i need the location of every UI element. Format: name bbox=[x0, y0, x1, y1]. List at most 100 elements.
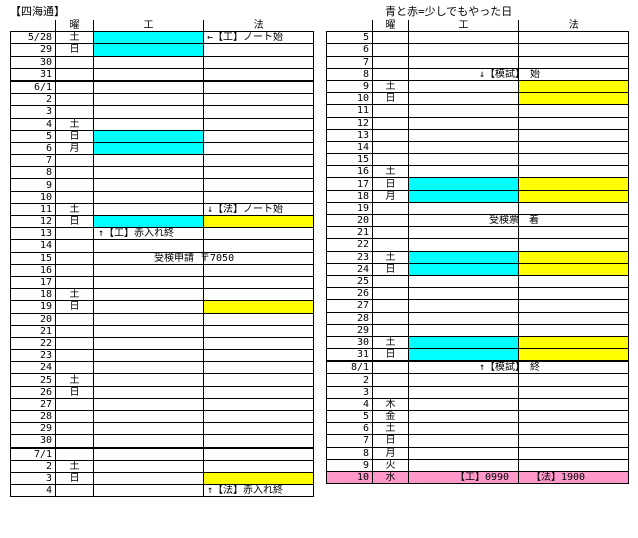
eng-cell[interactable] bbox=[93, 202, 204, 217]
eng-cell[interactable] bbox=[93, 190, 204, 204]
law-cell[interactable] bbox=[203, 67, 314, 82]
eng-cell[interactable] bbox=[408, 128, 519, 142]
eng-cell[interactable] bbox=[408, 287, 519, 301]
law-cell[interactable] bbox=[518, 458, 629, 472]
law-cell[interactable] bbox=[518, 226, 629, 240]
eng-cell[interactable] bbox=[93, 459, 204, 473]
eng-cell[interactable] bbox=[93, 43, 204, 57]
law-cell[interactable] bbox=[518, 177, 629, 191]
law-cell[interactable] bbox=[203, 373, 314, 387]
eng-cell[interactable] bbox=[408, 323, 519, 337]
eng-cell[interactable] bbox=[408, 201, 519, 216]
law-cell[interactable] bbox=[203, 434, 314, 449]
law-cell[interactable] bbox=[518, 335, 629, 350]
eng-cell[interactable] bbox=[408, 238, 519, 252]
eng-cell[interactable] bbox=[93, 471, 204, 486]
eng-cell[interactable] bbox=[408, 189, 519, 203]
eng-cell[interactable] bbox=[93, 324, 204, 338]
law-cell[interactable] bbox=[518, 373, 629, 387]
eng-cell[interactable] bbox=[93, 166, 204, 180]
law-cell[interactable] bbox=[518, 311, 629, 325]
law-cell[interactable] bbox=[203, 300, 314, 314]
law-cell[interactable] bbox=[518, 55, 629, 69]
law-cell[interactable] bbox=[203, 214, 314, 229]
law-cell[interactable] bbox=[203, 361, 314, 375]
eng-cell[interactable] bbox=[408, 165, 519, 179]
eng-cell[interactable] bbox=[93, 178, 204, 192]
law-cell[interactable] bbox=[518, 434, 629, 448]
law-cell[interactable] bbox=[203, 288, 314, 302]
eng-cell[interactable] bbox=[408, 31, 519, 45]
eng-cell[interactable] bbox=[93, 31, 204, 45]
law-cell[interactable] bbox=[518, 92, 629, 106]
law-cell[interactable] bbox=[518, 116, 629, 130]
eng-cell[interactable] bbox=[93, 129, 204, 143]
eng-cell[interactable] bbox=[93, 214, 204, 229]
law-cell[interactable] bbox=[518, 348, 629, 362]
law-cell[interactable] bbox=[518, 409, 629, 424]
law-cell[interactable] bbox=[518, 323, 629, 337]
eng-cell[interactable] bbox=[93, 300, 204, 314]
eng-cell[interactable] bbox=[408, 446, 519, 460]
eng-cell[interactable] bbox=[93, 484, 204, 498]
law-cell[interactable] bbox=[518, 385, 629, 399]
eng-cell[interactable] bbox=[93, 263, 204, 277]
law-cell[interactable] bbox=[518, 43, 629, 57]
eng-cell[interactable] bbox=[93, 385, 204, 399]
law-cell[interactable] bbox=[203, 43, 314, 57]
law-cell[interactable] bbox=[518, 153, 629, 167]
law-cell[interactable] bbox=[203, 178, 314, 192]
law-cell[interactable] bbox=[203, 129, 314, 143]
eng-cell[interactable] bbox=[408, 409, 519, 424]
law-cell[interactable] bbox=[203, 117, 314, 131]
eng-cell[interactable] bbox=[408, 373, 519, 387]
law-cell[interactable] bbox=[203, 79, 314, 95]
eng-cell[interactable] bbox=[93, 154, 204, 168]
eng-cell[interactable] bbox=[93, 79, 204, 95]
eng-cell[interactable]: ↑【工】赤入れ終 bbox=[93, 227, 204, 241]
law-cell[interactable] bbox=[518, 397, 629, 412]
law-cell[interactable] bbox=[203, 336, 314, 351]
eng-cell[interactable] bbox=[408, 140, 519, 155]
eng-cell[interactable] bbox=[408, 250, 519, 264]
eng-cell[interactable] bbox=[93, 409, 204, 424]
eng-cell[interactable] bbox=[93, 117, 204, 131]
eng-cell[interactable] bbox=[93, 361, 204, 375]
law-cell[interactable] bbox=[203, 397, 314, 412]
law-cell[interactable] bbox=[203, 93, 314, 107]
eng-cell[interactable] bbox=[408, 335, 519, 350]
eng-cell[interactable] bbox=[93, 434, 204, 449]
eng-cell[interactable] bbox=[93, 288, 204, 302]
eng-cell[interactable] bbox=[93, 141, 204, 156]
law-cell[interactable] bbox=[203, 55, 314, 69]
law-cell[interactable] bbox=[518, 446, 629, 460]
eng-cell[interactable] bbox=[93, 422, 204, 436]
eng-cell[interactable] bbox=[93, 373, 204, 387]
law-cell[interactable] bbox=[518, 104, 629, 118]
law-cell[interactable] bbox=[203, 275, 314, 290]
eng-cell[interactable] bbox=[93, 93, 204, 107]
eng-cell[interactable] bbox=[408, 348, 519, 362]
law-cell[interactable]: ↑【法】赤入れ終 bbox=[203, 484, 314, 498]
law-cell[interactable]: ←【工】ノート始 bbox=[203, 31, 314, 45]
law-cell[interactable] bbox=[203, 227, 314, 241]
eng-cell[interactable] bbox=[93, 336, 204, 351]
eng-cell[interactable]: ↑【模試】 終 bbox=[408, 360, 540, 375]
eng-cell[interactable] bbox=[408, 458, 519, 472]
eng-cell[interactable] bbox=[408, 274, 519, 289]
eng-cell[interactable] bbox=[408, 153, 519, 167]
eng-cell[interactable] bbox=[93, 275, 204, 290]
eng-cell[interactable] bbox=[93, 239, 204, 253]
eng-cell[interactable]: 受検票 着 bbox=[408, 213, 539, 228]
law-cell[interactable] bbox=[518, 165, 629, 179]
law-cell[interactable] bbox=[203, 324, 314, 338]
eng-cell[interactable] bbox=[408, 311, 519, 325]
law-cell[interactable] bbox=[518, 299, 629, 313]
eng-cell[interactable] bbox=[408, 299, 519, 313]
law-cell[interactable] bbox=[203, 263, 314, 277]
law-cell[interactable] bbox=[203, 459, 314, 473]
law-cell[interactable] bbox=[518, 31, 629, 45]
eng-cell[interactable] bbox=[408, 385, 519, 399]
law-cell[interactable] bbox=[518, 128, 629, 142]
law-cell[interactable] bbox=[203, 349, 314, 363]
